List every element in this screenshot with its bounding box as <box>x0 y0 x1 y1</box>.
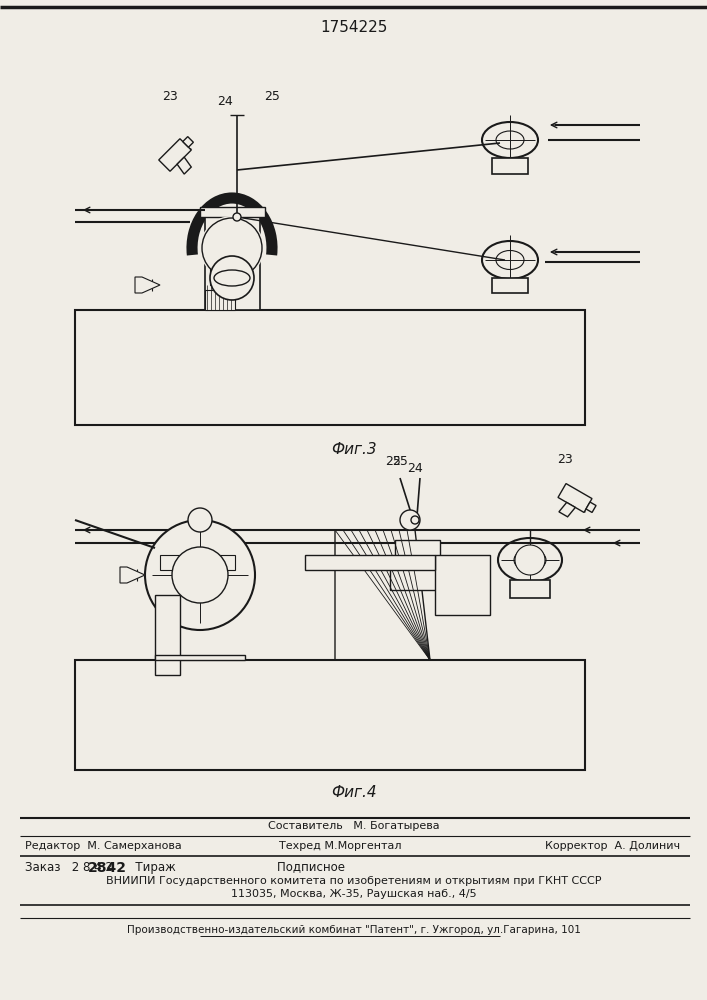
Text: 25: 25 <box>392 455 408 468</box>
Bar <box>305 555 435 570</box>
Text: 2842: 2842 <box>88 861 127 875</box>
Bar <box>75 660 585 770</box>
Text: Корректор  А. Долинич: Корректор А. Долинич <box>545 841 680 851</box>
Circle shape <box>172 547 228 603</box>
Circle shape <box>188 508 212 532</box>
Bar <box>492 158 528 174</box>
Circle shape <box>411 516 419 524</box>
Circle shape <box>210 256 254 300</box>
Text: 25: 25 <box>264 90 280 103</box>
Text: 1754225: 1754225 <box>320 20 387 35</box>
Polygon shape <box>120 567 145 583</box>
Circle shape <box>515 545 545 575</box>
Text: 23: 23 <box>162 90 178 103</box>
Bar <box>390 560 445 590</box>
Text: 23: 23 <box>557 453 573 466</box>
Polygon shape <box>586 502 596 512</box>
Text: 25: 25 <box>385 455 401 468</box>
Polygon shape <box>559 502 575 517</box>
Circle shape <box>400 510 420 530</box>
Text: 24: 24 <box>217 95 233 108</box>
Circle shape <box>200 216 264 280</box>
Bar <box>155 595 180 675</box>
Text: 24: 24 <box>407 462 423 475</box>
Polygon shape <box>177 157 192 174</box>
Circle shape <box>145 520 255 630</box>
Bar <box>435 555 490 615</box>
Bar <box>510 580 550 598</box>
Bar <box>155 655 245 660</box>
Text: Производственно-издательский комбинат "Патент", г. Ужгород, ул.Гагарина, 101: Производственно-издательский комбинат "П… <box>127 925 581 935</box>
Polygon shape <box>135 277 160 293</box>
Bar <box>205 290 235 310</box>
Text: ВНИИПИ Государственного комитета по изобретениям и открытиям при ГКНТ СССР: ВНИИПИ Государственного комитета по изоб… <box>106 876 602 886</box>
Bar <box>205 215 260 310</box>
Circle shape <box>202 218 262 278</box>
Polygon shape <box>183 137 194 147</box>
Bar <box>160 555 235 570</box>
Bar <box>395 540 440 570</box>
Text: Составитель   М. Богатырева: Составитель М. Богатырева <box>268 821 440 831</box>
Bar <box>210 250 230 285</box>
Text: Техред М.Моргентал: Техред М.Моргентал <box>279 841 402 851</box>
Text: 113035, Москва, Ж-35, Раушская наб., 4/5: 113035, Москва, Ж-35, Раушская наб., 4/5 <box>231 889 477 899</box>
Bar <box>492 278 528 293</box>
Text: Редактор  М. Самерханова: Редактор М. Самерханова <box>25 841 182 851</box>
Bar <box>200 207 265 217</box>
Text: Фиг.3: Фиг.3 <box>331 442 377 457</box>
Polygon shape <box>558 484 592 512</box>
Circle shape <box>233 213 241 221</box>
Text: Заказ   2 8 4 2      Тираж                           Подписное: Заказ 2 8 4 2 Тираж Подписное <box>25 861 345 874</box>
Polygon shape <box>335 530 430 660</box>
Polygon shape <box>159 139 192 171</box>
Text: Фиг.4: Фиг.4 <box>331 785 377 800</box>
Bar <box>75 310 585 425</box>
